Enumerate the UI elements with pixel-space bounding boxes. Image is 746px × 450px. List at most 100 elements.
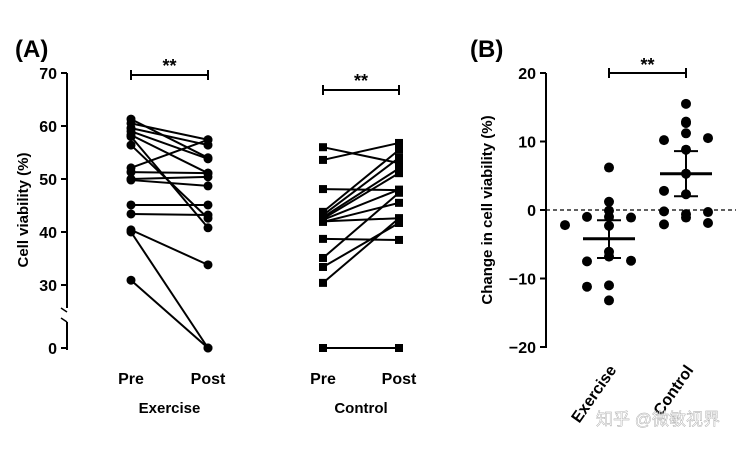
data-point [203, 260, 213, 270]
subject-line [130, 212, 209, 217]
data-point [319, 344, 327, 352]
x-tick-label: Post [191, 371, 226, 388]
data-point [319, 253, 327, 262]
data-point [659, 185, 669, 196]
data-point [582, 281, 592, 292]
data-point [319, 143, 327, 152]
subject-line [322, 217, 400, 284]
y-tick-label-a: 60 [39, 119, 57, 136]
subject-line [130, 279, 209, 349]
x-tick-label: Post [382, 371, 417, 388]
data-point [126, 132, 136, 142]
data-point [626, 212, 636, 223]
subject-line [322, 146, 400, 165]
subject-line [322, 222, 400, 268]
y-axis-label-b: Change in cell viability (%) [479, 115, 496, 304]
y-tick-label-a: 0 [48, 341, 57, 358]
data-point [604, 295, 614, 306]
data-point [319, 278, 327, 287]
group-label: Exercise [139, 400, 201, 417]
data-point [319, 155, 327, 164]
panel-label-a: (A) [15, 36, 48, 63]
significance-bracket [322, 85, 400, 91]
data-point [626, 255, 636, 266]
subject-line [322, 167, 400, 219]
significance-label: ** [162, 56, 176, 76]
subject-line [130, 171, 209, 175]
data-point [203, 200, 213, 210]
data-point [395, 198, 403, 207]
data-point [395, 169, 403, 178]
data-point [582, 256, 592, 267]
data-point [703, 207, 713, 218]
data-point [659, 135, 669, 146]
data-point [703, 218, 713, 229]
y-tick-label-b: −10 [509, 272, 536, 289]
y-tick-label-a: 30 [39, 278, 57, 295]
data-point [681, 144, 691, 155]
subject-line [322, 217, 400, 223]
data-point [319, 262, 327, 271]
data-point [203, 210, 213, 220]
data-point [703, 133, 713, 144]
data-point [203, 154, 213, 164]
data-point [659, 219, 669, 230]
subject-line [322, 201, 400, 223]
subject-line [130, 175, 209, 180]
data-point [604, 162, 614, 173]
subject-line [130, 179, 209, 187]
significance-label-b: ** [640, 55, 654, 75]
data-point [604, 280, 614, 291]
y-tick-label-a: 70 [39, 66, 57, 83]
axis-break-mark [60, 307, 68, 313]
data-point [126, 167, 136, 177]
data-point [395, 145, 403, 154]
subject-line [130, 130, 209, 160]
subject-line [322, 157, 400, 216]
subject-line [130, 231, 209, 349]
subject-line [322, 237, 400, 241]
data-point [395, 218, 403, 227]
data-point [681, 98, 691, 109]
data-point [319, 234, 327, 243]
data-point [203, 135, 213, 145]
significance-bracket-ends [130, 75, 209, 80]
data-point [126, 227, 136, 237]
subject-line [322, 188, 400, 221]
x-tick-label: Pre [310, 371, 336, 388]
watermark: 知乎 @微敏视界 [596, 410, 720, 429]
data-point [395, 138, 403, 147]
data-point [319, 185, 327, 194]
data-point [203, 343, 213, 353]
panel-label-b: (B) [470, 36, 503, 63]
data-point [395, 188, 403, 197]
significance-bracket [130, 70, 209, 76]
data-point [659, 206, 669, 217]
data-point [395, 214, 403, 223]
data-point [395, 159, 403, 168]
data-point [604, 196, 614, 207]
y-tick-label-a: 50 [39, 172, 57, 189]
subject-line [130, 144, 209, 219]
data-point [395, 153, 403, 162]
data-point [395, 235, 403, 244]
data-point [395, 344, 403, 352]
subject-line [130, 127, 209, 147]
subject-line [130, 138, 209, 169]
data-point [126, 200, 136, 210]
y-tick-label-b: 20 [518, 66, 536, 83]
data-point [203, 223, 213, 233]
data-point [681, 128, 691, 139]
y-tick-label-b: 10 [518, 135, 536, 152]
data-point [126, 275, 136, 285]
data-point [126, 209, 136, 219]
group-label: Control [334, 400, 387, 417]
subject-line [130, 228, 209, 266]
subject-line [322, 192, 400, 259]
subject-line [322, 188, 400, 192]
data-point [126, 175, 136, 185]
data-point [203, 181, 213, 191]
significance-bracket-ends [322, 90, 400, 95]
subject-line [322, 141, 400, 161]
axis-break-mark [60, 317, 68, 323]
